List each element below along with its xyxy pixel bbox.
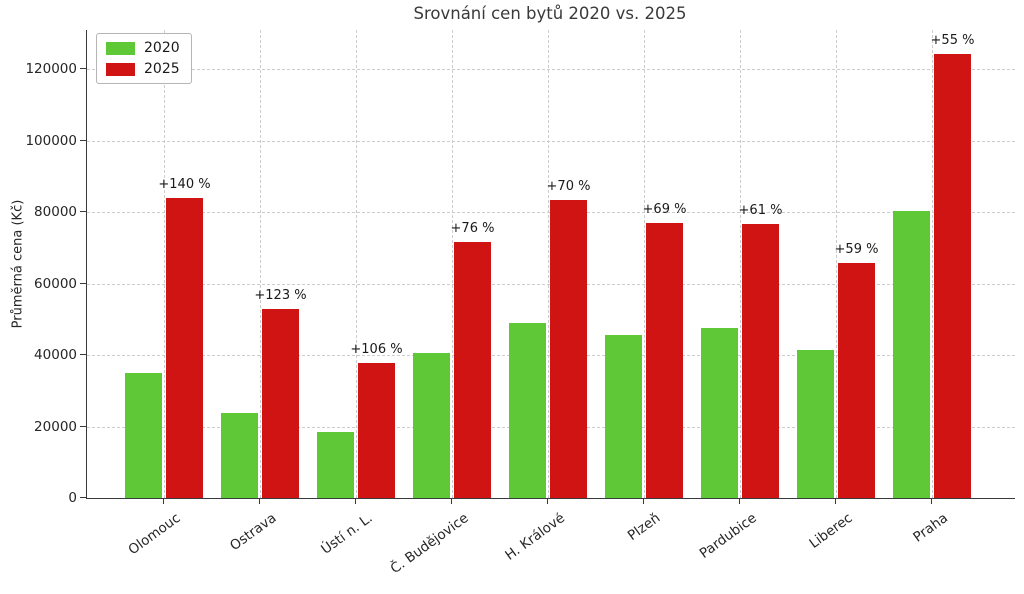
x-tick-mark [835, 498, 837, 504]
gridline-vertical [740, 30, 741, 498]
bar-2020 [509, 322, 546, 498]
gridline-vertical [932, 30, 933, 498]
x-tick-label: Liberec [806, 510, 856, 552]
annotation-label: +69 % [642, 202, 687, 218]
x-tick-mark [355, 498, 357, 504]
gridline-horizontal [87, 140, 1015, 142]
bar-2020 [893, 211, 930, 498]
annotation-label: +70 % [546, 179, 591, 195]
bar-2020 [797, 350, 834, 498]
x-tick-label: Ústí n. L. [318, 510, 376, 558]
x-tick-mark [931, 498, 933, 504]
x-tick-label: Č. Budějovice [387, 510, 472, 578]
x-tick-mark [451, 498, 453, 504]
x-tick-label: Pardubice [696, 510, 760, 562]
legend-item-2020: 2020 [106, 40, 180, 56]
y-tick-label: 0 [68, 490, 77, 506]
bar-2020 [605, 335, 642, 498]
annotation-label: +76 % [450, 221, 495, 237]
bar-2025 [742, 223, 779, 498]
y-tick-mark [80, 139, 87, 141]
gridline-horizontal [87, 69, 1015, 71]
gridline-vertical [836, 30, 837, 498]
gridline-vertical [260, 30, 261, 498]
gridline-vertical [356, 30, 357, 498]
bar-2020 [701, 327, 738, 498]
legend-swatch-icon [106, 41, 135, 55]
bar-2025 [358, 362, 395, 498]
chart-title: Srovnání cen bytů 2020 vs. 2025 [413, 4, 687, 23]
bar-2025 [262, 308, 299, 498]
x-tick-mark [739, 498, 741, 504]
x-tick-mark [643, 498, 645, 504]
y-tick-label: 80000 [34, 204, 77, 221]
x-tick-mark [259, 498, 261, 504]
bar-2025 [550, 200, 587, 498]
y-tick-mark [80, 354, 87, 356]
bar-2025 [934, 53, 971, 498]
gridline-vertical [452, 30, 453, 498]
bar-2025 [454, 242, 491, 498]
bar-2020 [317, 432, 354, 498]
legend-label: 2020 [144, 40, 180, 56]
x-tick-mark [547, 498, 549, 504]
y-tick-mark [80, 68, 87, 70]
y-tick-mark [80, 497, 87, 499]
bar-2025 [838, 263, 875, 498]
gridline-vertical [548, 30, 549, 498]
y-tick-label: 20000 [34, 418, 77, 435]
annotation-label: +106 % [350, 341, 403, 357]
x-tick-mark [163, 498, 165, 504]
annotation-label: +59 % [834, 242, 879, 258]
x-tick-label: Plzeň [625, 510, 664, 545]
bar-2020 [221, 412, 258, 498]
gridline-vertical [164, 30, 165, 498]
bar-2025 [166, 197, 203, 498]
legend-label: 2025 [144, 61, 180, 77]
y-tick-label: 60000 [34, 275, 77, 292]
y-tick-mark [80, 282, 87, 284]
bar-2025 [646, 223, 683, 498]
annotation-label: +61 % [738, 202, 783, 218]
y-tick-label: 120000 [25, 61, 77, 78]
y-tick-label: 40000 [34, 347, 77, 364]
gridline-vertical [644, 30, 645, 498]
bar-2020 [125, 372, 162, 498]
x-tick-label: H. Králové [501, 510, 568, 564]
x-tick-label: Ostrava [227, 510, 280, 555]
x-tick-label: Olomouc [125, 510, 184, 559]
annotation-label: +140 % [158, 176, 211, 192]
plot-area: 2020 2025 0 20000 40000 60000 80000 100000 1200… [25, 30, 1015, 577]
bar-2020 [413, 352, 450, 498]
legend: 2020 2025 [96, 33, 192, 84]
annotation-label: +123 % [254, 287, 307, 303]
x-tick-label: Praha [910, 510, 952, 546]
y-tick-mark [80, 425, 87, 427]
legend-item-2025: 2025 [106, 61, 180, 77]
legend-swatch-icon [106, 62, 135, 76]
y-tick-mark [80, 211, 87, 213]
y-tick-label: 100000 [25, 132, 77, 149]
annotation-label: +55 % [930, 32, 975, 48]
